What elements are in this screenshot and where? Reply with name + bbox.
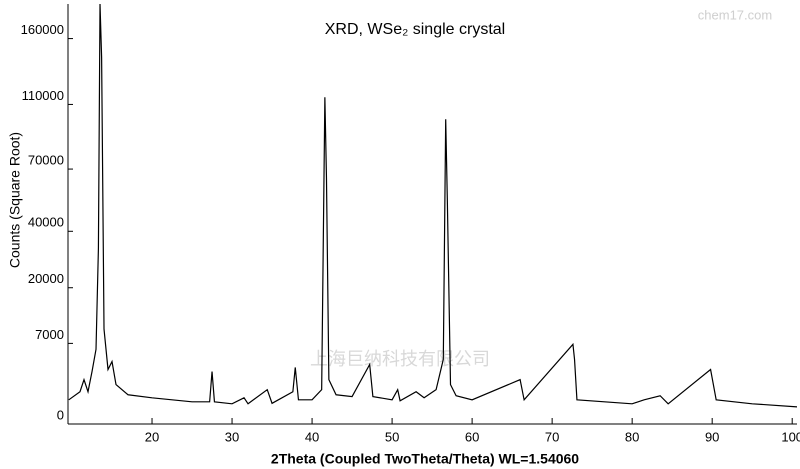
x-tick-label: 90	[705, 429, 719, 444]
watermark: chem17.com	[698, 7, 772, 22]
y-tick-label: 110000	[22, 88, 64, 103]
x-tick-label: 30	[225, 429, 239, 444]
data-line	[68, 3, 798, 408]
x-axis-label: 2Theta (Coupled TwoTheta/Theta) WL=1.540…	[271, 451, 579, 467]
chart-title: XRD, WSe₂ single crystal	[325, 21, 505, 38]
y-axis-label: Counts (Square Root)	[7, 132, 23, 268]
y-tick-label: 70000	[28, 153, 64, 168]
watermark: 上海巨纳科技有限公司	[310, 349, 490, 369]
y-tick-label: 7000	[35, 327, 64, 342]
x-tick-label: 80	[625, 429, 639, 444]
y-tick-label: 40000	[28, 215, 64, 230]
x-tick-label: 20	[145, 429, 159, 444]
y-tick-label: 160000	[21, 22, 64, 37]
x-tick-label: 100	[781, 429, 800, 444]
x-tick-label: 70	[545, 429, 559, 444]
x-tick-label: 50	[385, 429, 399, 444]
y-tick-label: 20000	[28, 271, 64, 286]
x-tick-label: 40	[305, 429, 319, 444]
x-tick-label: 60	[465, 429, 479, 444]
y-tick-label: 0	[57, 407, 64, 422]
